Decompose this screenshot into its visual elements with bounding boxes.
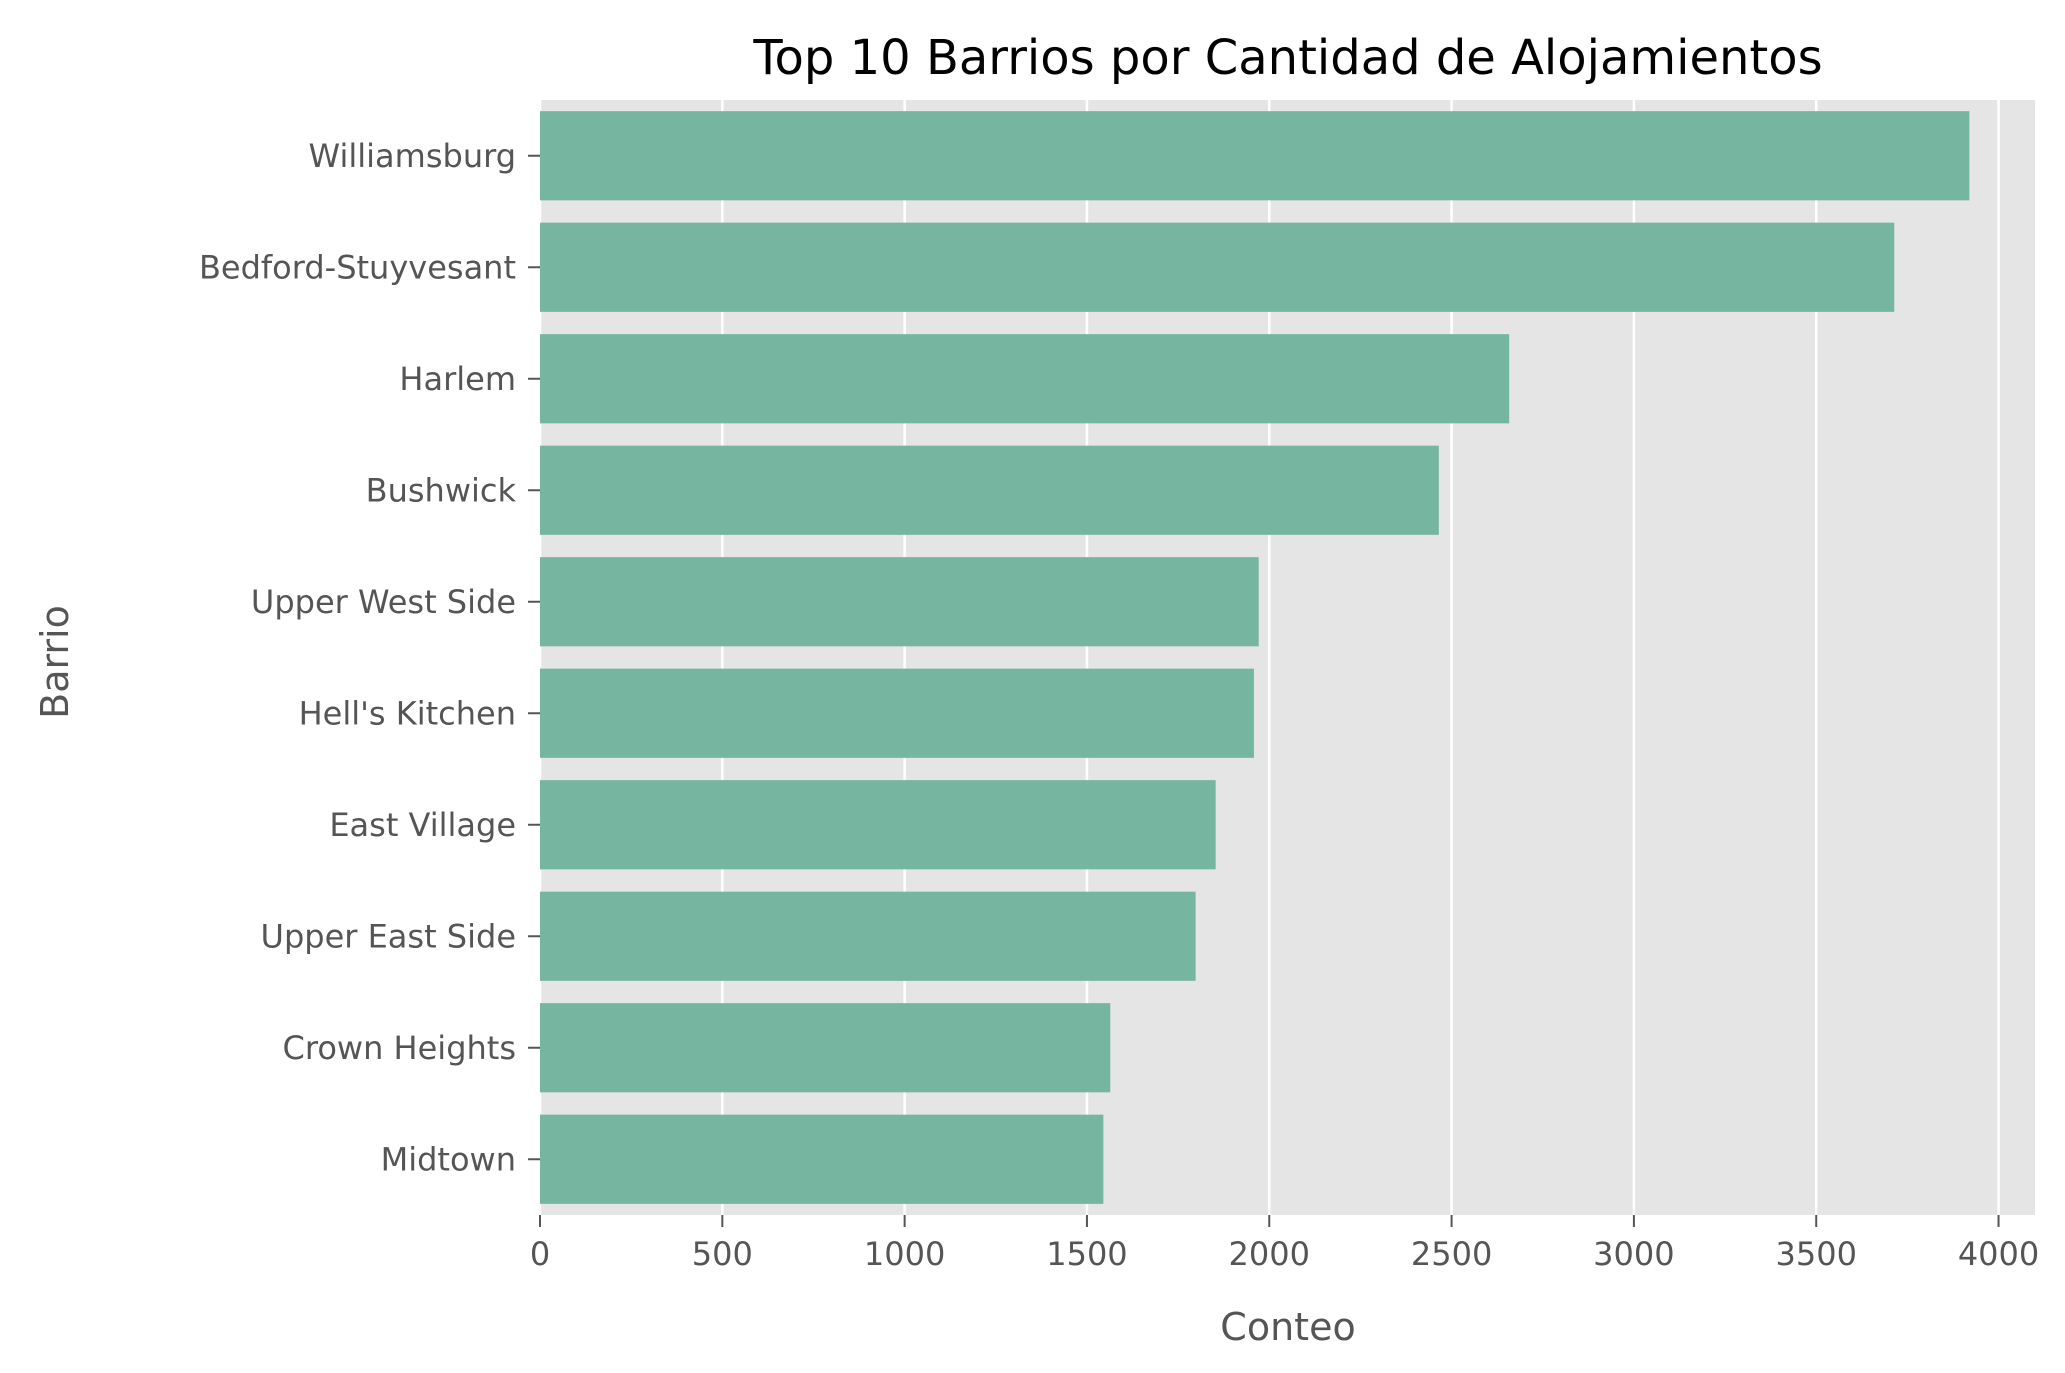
bar-east-village	[540, 780, 1216, 870]
y-tick-label-crown-heights: Crown Heights	[283, 1029, 516, 1067]
x-tick-label-500: 500	[692, 1235, 753, 1273]
x-tick-label-3500: 3500	[1776, 1235, 1857, 1273]
bar-harlem	[540, 334, 1510, 424]
y-tick-label-midtown: Midtown	[381, 1140, 516, 1178]
x-axis-ticks: 0 500 1000 1500 2000 2500 3000 3500 4000	[530, 1215, 2039, 1273]
bar-bedford-stuyvesant	[540, 222, 1895, 312]
bar-crown-heights	[540, 1003, 1111, 1093]
bar-bushwick	[540, 445, 1439, 535]
y-axis-ticks: Williamsburg Bedford-Stuyvesant Harlem Bush…	[199, 137, 540, 1178]
bar-midtown	[540, 1114, 1104, 1204]
x-tick-label-1500: 1500	[1046, 1235, 1127, 1273]
y-axis-label: Barrio	[33, 605, 77, 719]
y-tick-label-east-village: East Village	[329, 806, 516, 844]
bar-upper-west-side	[540, 557, 1259, 647]
x-tick-label-2500: 2500	[1411, 1235, 1492, 1273]
y-tick-label-williamsburg: Williamsburg	[309, 137, 516, 175]
y-tick-label-bedford-stuyvesant: Bedford-Stuyvesant	[199, 248, 516, 286]
x-tick-label-1000: 1000	[864, 1235, 945, 1273]
bar-williamsburg	[540, 111, 1970, 201]
x-tick-label-2000: 2000	[1229, 1235, 1310, 1273]
y-tick-label-bushwick: Bushwick	[366, 471, 517, 509]
bar-hell-s-kitchen	[540, 668, 1254, 758]
bar-upper-east-side	[540, 891, 1196, 981]
x-tick-label-4000: 4000	[1958, 1235, 2039, 1273]
y-tick-label-harlem: Harlem	[399, 360, 516, 398]
y-tick-label-upper-east-side: Upper East Side	[261, 917, 516, 955]
chart-title: Top 10 Barrios por Cantidad de Alojamien…	[752, 30, 1822, 86]
y-tick-label-upper-west-side: Upper West Side	[251, 583, 516, 621]
x-axis-label: Conteo	[1220, 1305, 1355, 1349]
x-tick-label-0: 0	[530, 1235, 550, 1273]
bars	[540, 111, 1970, 1204]
y-tick-label-hell-s-kitchen: Hell's Kitchen	[299, 694, 516, 732]
x-tick-label-3000: 3000	[1593, 1235, 1674, 1273]
